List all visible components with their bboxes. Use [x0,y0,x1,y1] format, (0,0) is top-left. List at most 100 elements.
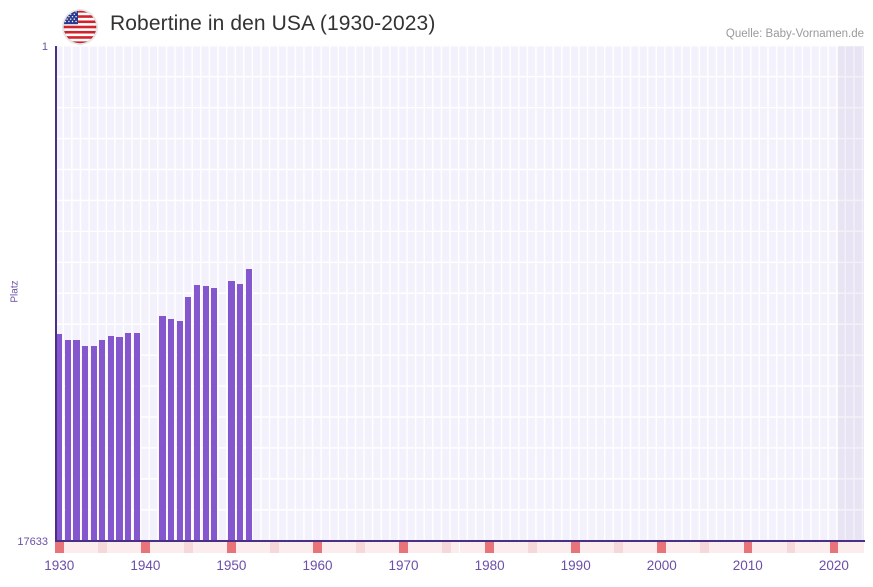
x-tick-minor-1947 [201,542,210,553]
x-tick-minor-1976 [450,542,460,553]
bar-1942 [159,316,166,541]
x-tick-minor-1933 [80,542,90,553]
x-tick-minor-1975 [442,542,451,553]
x-tick-minor-1952 [244,542,253,553]
x-tick-minor-1965 [356,542,365,553]
x-tick-minor-2023 [855,542,864,553]
x-tick-minor-2021 [838,542,847,553]
bar-1932 [73,340,80,541]
x-tick-minor-1994 [605,542,615,553]
bar-1951 [236,283,244,541]
bar-1934 [90,346,97,541]
x-axis-line [55,540,865,542]
x-tick-major-1990 [571,542,580,553]
x-tick-minor-1942 [158,542,167,553]
x-tick-minor-2019 [820,542,830,553]
x-tick-minor-1964 [347,542,357,553]
x-tick-minor-1932 [72,542,81,553]
y-axis-title: Platz [9,280,21,303]
x-tick-minor-2002 [674,542,684,553]
bar-1937 [116,336,123,541]
x-tick-minor-1986 [536,542,546,553]
x-tick-major-2020 [829,542,839,553]
x-tick-minor-2009 [734,542,744,553]
x-tick-minor-1985 [528,542,537,553]
source-attribution: Quelle: Baby-Vornamen.de [725,28,864,40]
x-tick-minor-1957 [287,542,296,553]
bar-1931 [64,340,71,541]
x-tick-minor-1951 [235,542,245,553]
x-tick-minor-1953 [252,542,262,553]
x-tick-minor-1931 [63,542,73,553]
x-tick-minor-1997 [631,542,641,553]
x-tick-minor-2015 [786,542,796,553]
bar-1936 [107,335,115,541]
bar-1952 [245,268,252,541]
x-axis-label-1930: 1930 [44,558,75,573]
x-tick-minor-2006 [709,542,718,553]
bar-1930 [56,333,63,541]
x-tick-minor-1941 [149,542,159,553]
bar-1935 [99,340,106,541]
x-tick-minor-2004 [691,542,701,553]
x-tick-minor-2014 [777,542,787,553]
x-tick-minor-1987 [545,542,555,553]
x-tick-minor-1945 [184,542,193,553]
x-tick-minor-1989 [562,542,572,553]
bar-1933 [82,346,89,541]
x-tick-minor-1991 [579,542,589,553]
x-tick-major-1930 [55,542,64,553]
x-axis-label-1940: 1940 [130,558,161,573]
x-axis-label-1990: 1990 [560,558,591,573]
y-axis-bottom-label: 17633 [17,536,48,548]
x-tick-major-2000 [657,542,667,553]
us-flag-circle-icon [63,10,97,44]
x-tick-major-1980 [485,542,494,553]
x-axis-label-2020: 2020 [818,558,849,573]
x-tick-minor-1948 [209,542,219,553]
x-tick-minor-1983 [511,542,520,553]
x-tick-minor-1967 [373,542,383,553]
x-tick-minor-1978 [468,542,477,553]
x-tick-minor-2008 [726,542,735,553]
x-tick-minor-1977 [459,542,469,553]
x-tick-minor-1934 [89,542,99,553]
x-tick-minor-1963 [339,542,348,553]
x-tick-minor-2017 [803,542,813,553]
x-tick-minor-1999 [648,542,658,553]
x-tick-minor-2005 [700,542,710,553]
x-tick-minor-1973 [425,542,434,553]
x-axis-label-1980: 1980 [474,558,505,573]
x-tick-minor-1971 [407,542,417,553]
x-tick-minor-1949 [218,542,228,553]
x-tick-major-1970 [399,542,408,553]
x-tick-minor-1992 [588,542,598,553]
x-axis-label-1960: 1960 [302,558,333,573]
x-tick-minor-1998 [640,542,649,553]
x-tick-minor-1988 [554,542,563,553]
x-tick-minor-1954 [261,542,271,553]
x-tick-minor-2003 [683,542,692,553]
bar-1950 [228,281,235,541]
x-tick-minor-1974 [433,542,443,553]
bar-1939 [133,332,140,541]
x-tick-major-1960 [313,542,322,553]
x-tick-minor-1996 [623,542,632,553]
x-axis-label-1970: 1970 [388,558,419,573]
x-tick-minor-1938 [123,542,133,553]
x-tick-minor-1944 [175,542,185,553]
x-tick-minor-1995 [614,542,624,553]
x-tick-minor-2018 [812,542,821,553]
x-tick-minor-1962 [330,542,339,553]
x-tick-minor-1979 [476,542,486,553]
x-tick-minor-1935 [98,542,107,553]
x-tick-minor-1959 [304,542,314,553]
x-tick-minor-1943 [166,542,176,553]
x-tick-minor-1966 [364,542,374,553]
bar-1944 [176,320,183,541]
x-tick-minor-2001 [666,542,675,553]
x-tick-minor-1946 [192,542,202,553]
highlight-region [838,46,864,541]
x-tick-minor-1939 [132,542,142,553]
